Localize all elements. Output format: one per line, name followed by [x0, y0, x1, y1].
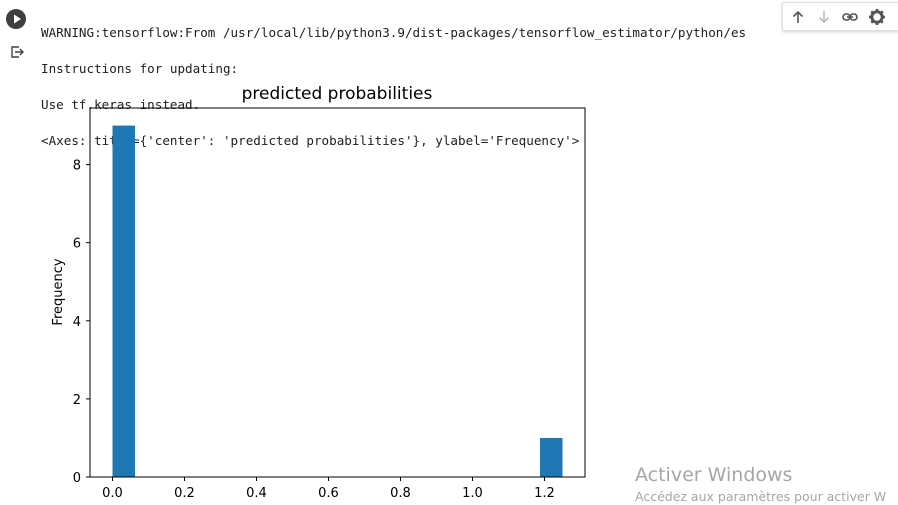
x-tick-label: 1.2: [534, 486, 555, 500]
y-tick-label: 2: [73, 393, 81, 408]
link-icon[interactable]: [841, 8, 859, 26]
y-tick-label: 4: [73, 315, 81, 330]
x-tick-label: 0.6: [318, 486, 339, 500]
windows-activation-watermark: Activer Windows Accédez aux paramètres p…: [635, 463, 886, 505]
x-tick-label: 0.2: [174, 486, 195, 500]
chart-title: predicted probabilities: [242, 84, 433, 104]
y-axis-label: Frequency: [51, 258, 66, 325]
run-cell-button[interactable]: [6, 9, 26, 29]
arrow-up-icon[interactable]: [789, 8, 807, 26]
output-line-warning: WARNING:tensorflow:From /usr/local/lib/p…: [41, 25, 747, 40]
y-tick-label: 8: [73, 159, 81, 174]
histogram-bar-0: [112, 125, 135, 478]
x-tick-label: 0.0: [102, 486, 123, 500]
cell-output: WARNING:tensorflow:From /usr/local/lib/p…: [41, 6, 746, 168]
cell-toolbar: [782, 2, 898, 31]
x-tick-label: 1.0: [462, 486, 483, 500]
histogram-bar-1: [540, 437, 563, 477]
x-tick-label: 0.4: [246, 486, 267, 500]
y-tick-label: 6: [73, 237, 81, 252]
axes-frame: [89, 107, 586, 478]
output-menu-icon[interactable]: [9, 44, 25, 60]
histogram-chart: predicted probabilities Frequency 0.0 0.2…: [51, 84, 586, 500]
arrow-down-icon[interactable]: [815, 8, 833, 26]
x-tick-label: 0.8: [390, 486, 411, 500]
play-icon: [14, 14, 21, 24]
watermark-title: Activer Windows: [635, 464, 793, 486]
watermark-subtitle: Accédez aux paramètres pour activer W: [635, 489, 887, 504]
output-line-instructions: Instructions for updating:: [41, 61, 239, 76]
gear-icon[interactable]: [868, 8, 886, 26]
y-tick-label: 0: [73, 471, 81, 486]
